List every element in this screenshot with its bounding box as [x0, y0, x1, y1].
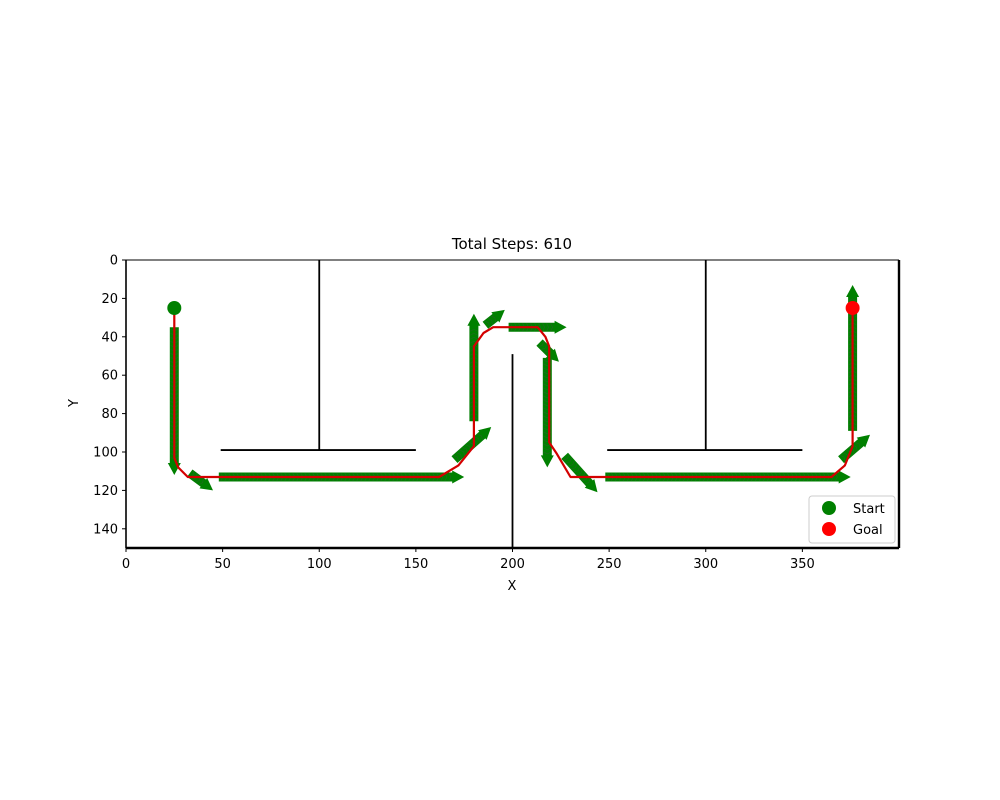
legend-start-marker — [822, 501, 836, 515]
points-layer — [167, 301, 860, 315]
arrow-segment-5 — [482, 309, 505, 329]
y-tick-label: 20 — [101, 292, 118, 307]
goal-point — [845, 301, 860, 315]
x-axis-label: X — [508, 579, 517, 594]
y-tick-label: 80 — [101, 407, 118, 422]
arrow-chevron — [570, 463, 578, 470]
arrow-chevron — [448, 472, 452, 482]
arrow-chevron — [830, 472, 834, 482]
arrow-chevron — [487, 318, 493, 325]
y-tick-label: 120 — [93, 484, 118, 499]
arrow-shaft-5 — [482, 309, 505, 329]
arrow-chevron — [538, 340, 545, 348]
chart-title: Total Steps: 610 — [451, 235, 572, 253]
arrow-chevron — [456, 452, 463, 459]
arrow-chevron — [471, 439, 477, 446]
y-tick-label: 60 — [101, 369, 118, 384]
arrow-segment-3 — [451, 427, 492, 463]
arrow-chevron — [550, 323, 554, 332]
arrow-chevron — [848, 447, 855, 454]
arrow-chevron — [469, 332, 479, 336]
arrow-shaft-11 — [838, 434, 870, 464]
arrow-segment-11 — [838, 434, 870, 464]
arrow-chevron — [854, 441, 861, 449]
x-tick-label: 150 — [403, 557, 428, 572]
arrow-shaft-7 — [536, 339, 559, 362]
arrow-segment-1 — [187, 469, 213, 491]
arrow-chevron — [543, 451, 552, 455]
axes-layer: 0 50 100 150 200 250 300 350 0 20 40 60 80 100 120 140 — [93, 254, 901, 572]
path-layer — [173, 308, 854, 479]
legend-goal-label: Goal — [853, 523, 883, 538]
arrow-chevron — [453, 455, 460, 462]
arrow-chevron — [839, 454, 846, 462]
arrow-shaft-1 — [187, 469, 213, 491]
legend-goal-marker — [822, 522, 836, 536]
x-tick-label: 0 — [122, 557, 130, 572]
y-tick-label: 40 — [101, 330, 118, 345]
arrow-chevron — [462, 447, 468, 454]
y-tick-label: 0 — [110, 254, 118, 269]
x-tick-label: 350 — [790, 557, 815, 572]
arrow-chevron — [198, 478, 204, 486]
arrow-chevron — [469, 328, 479, 332]
arrow-chevron — [576, 469, 583, 476]
x-tick-label: 300 — [693, 557, 718, 572]
arrow-chevron — [490, 315, 497, 323]
arrow-chevron — [477, 433, 483, 441]
x-tick-label: 200 — [500, 557, 525, 572]
arrow-chevron — [848, 298, 857, 302]
arrow-chevron — [542, 323, 546, 332]
legend-start-label: Start — [853, 502, 885, 517]
y-tick-label: 140 — [93, 522, 118, 537]
arrow-chevron — [562, 454, 570, 461]
arrow-chevron — [584, 478, 591, 485]
arrow-segment-8 — [540, 357, 554, 468]
x-tick-label: 100 — [307, 557, 332, 572]
arrow-chevron — [469, 336, 479, 340]
x-tick-label: 250 — [597, 557, 622, 572]
y-tick-label: 100 — [93, 446, 118, 461]
arrow-chevron — [484, 320, 490, 328]
arrows-layer — [167, 285, 870, 493]
arrow-chevron — [474, 436, 480, 443]
arrow-chevron — [565, 457, 573, 464]
arrow-chevron — [573, 466, 581, 473]
x-tick-label: 50 — [214, 557, 231, 572]
arrow-chevron — [540, 343, 547, 350]
y-axis-label: Y — [67, 399, 82, 408]
arrow-chevron — [543, 447, 552, 451]
walls-layer — [220, 260, 803, 548]
arrow-chevron — [568, 460, 575, 467]
legend: Start Goal — [808, 495, 896, 544]
arrow-chevron — [459, 449, 466, 457]
start-point — [167, 301, 182, 315]
path-line — [173, 308, 854, 479]
arrow-chevron — [546, 323, 550, 332]
